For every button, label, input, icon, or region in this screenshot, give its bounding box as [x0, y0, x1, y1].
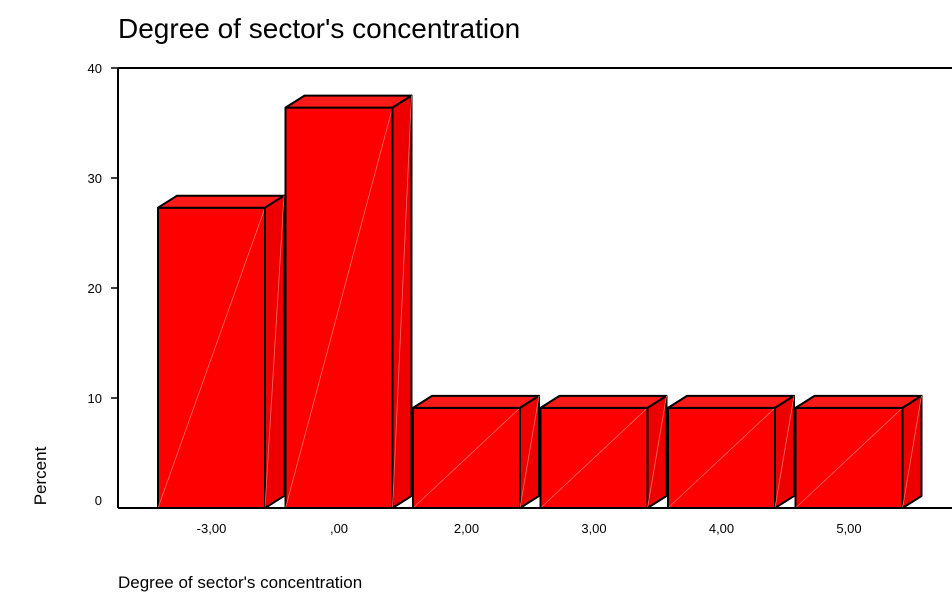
bar-top-face — [284, 94, 413, 109]
x-tick-label: 5,00 — [836, 521, 861, 536]
bar — [284, 94, 413, 509]
y-axis-label: Percent — [31, 446, 50, 505]
bar-side-shade-line — [264, 195, 285, 509]
x-tick-label: 2,00 — [454, 521, 479, 536]
y-tick-label: 10 — [88, 391, 102, 406]
bar-top-face — [157, 194, 285, 209]
y-tick-label: 40 — [88, 61, 102, 76]
bar-side-shade-line — [647, 395, 667, 509]
bar-shade-line — [412, 407, 521, 509]
y-tick-label: 20 — [88, 281, 102, 296]
x-tick-label: 4,00 — [709, 521, 734, 536]
bar-shade-line — [540, 407, 648, 509]
bar — [412, 394, 540, 509]
bar-shade-line — [157, 207, 266, 509]
bars-layer — [157, 94, 923, 509]
chart-title: Degree of sector's concentration — [118, 13, 520, 44]
bar-top-face — [539, 394, 668, 409]
bar-top-face — [794, 394, 923, 409]
bar-shade-line — [285, 107, 393, 509]
x-tick-label: -3,00 — [197, 521, 227, 536]
bar-side-shade-line — [774, 395, 795, 509]
bar-side-shade-line — [519, 395, 540, 509]
ticks-layer: -3,00 ,00 2,00 3,00 4,00 5,00 0 10 20 30 40 — [88, 61, 862, 536]
x-tick-label: 3,00 — [581, 521, 606, 536]
bar — [794, 394, 923, 509]
y-tick-label: 30 — [88, 171, 102, 186]
bar-side-shade-line — [902, 395, 922, 509]
x-axis-label: Degree of sector's concentration — [118, 573, 362, 592]
bar — [539, 394, 668, 509]
bar-shade-line — [667, 407, 776, 509]
bar-top-face — [667, 394, 795, 409]
bar-top-face — [412, 394, 540, 409]
bar — [667, 394, 795, 509]
bar — [157, 194, 285, 509]
y-tick-label: 0 — [95, 493, 102, 508]
bar-shade-line — [795, 407, 903, 509]
x-tick-label: ,00 — [330, 521, 348, 536]
bar-side-shade-line — [392, 95, 412, 509]
